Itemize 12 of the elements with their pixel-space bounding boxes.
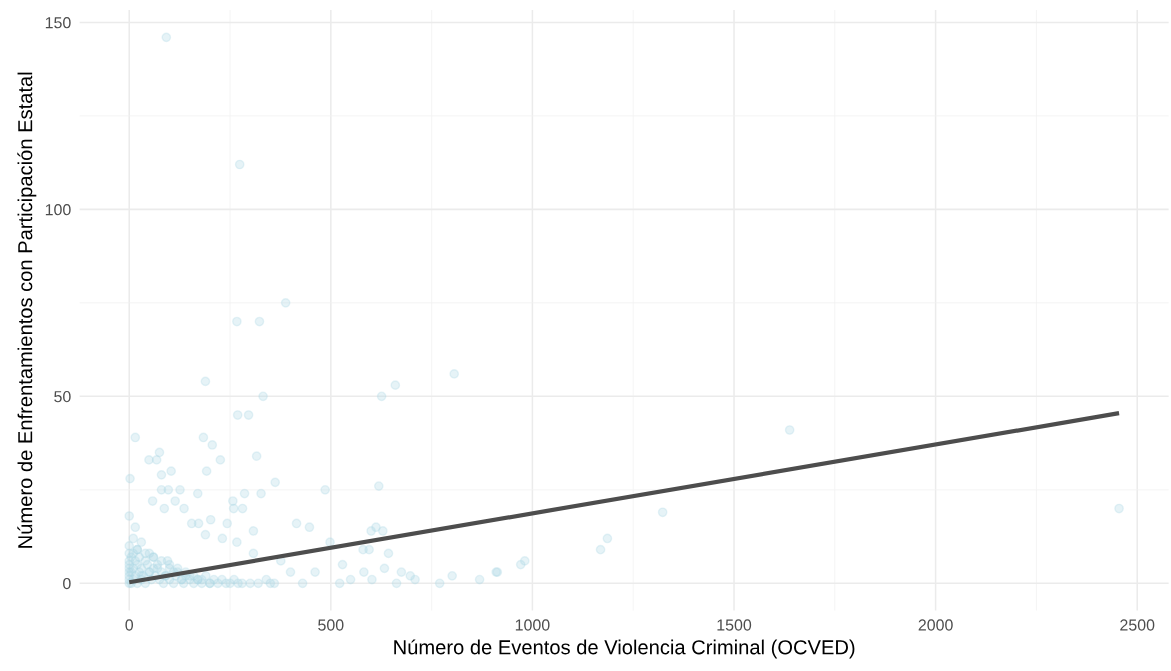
x-tick-label: 1500 <box>717 619 752 631</box>
x-tick-label: 0 <box>125 619 134 631</box>
x-tick-label: 2000 <box>918 619 953 631</box>
y-axis-title: Número de Enfrentamientos con Participación Estatal <box>17 72 37 548</box>
x-tick-label: 2500 <box>1120 619 1155 631</box>
x-tick-label: 500 <box>318 619 344 631</box>
y-tick-label: 150 <box>45 17 71 29</box>
y-tick-label: 100 <box>45 204 71 216</box>
y-tick-label: 0 <box>63 577 71 590</box>
y-tick-label: 50 <box>54 390 71 403</box>
x-tick-label: 1000 <box>515 619 550 631</box>
x-axis-title: Número de Eventos de Violencia Criminal (OCVED) <box>394 639 855 659</box>
